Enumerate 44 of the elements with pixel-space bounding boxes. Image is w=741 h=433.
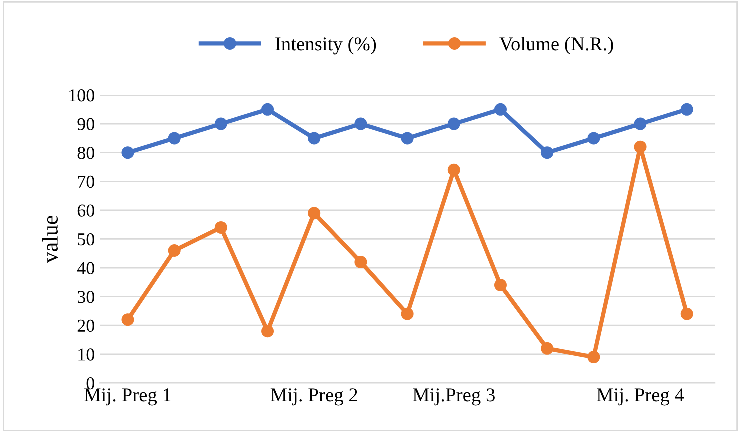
point [214, 221, 228, 234]
y-tick-label: 90 [78, 118, 94, 130]
point [448, 118, 460, 130]
point [262, 325, 274, 338]
y-tick-label: 0 [86, 377, 94, 390]
point [588, 351, 600, 364]
point [168, 132, 181, 145]
y-tick-label: 80 [78, 147, 94, 160]
point [214, 118, 228, 130]
point [448, 164, 460, 176]
legend-label: Intensity (%) [276, 37, 376, 55]
y-axis-title: value [42, 216, 58, 264]
y-tick-label: 40 [77, 262, 94, 274]
point [541, 342, 554, 355]
point [122, 146, 134, 160]
y-tick-label: 30 [78, 291, 94, 304]
point [308, 207, 321, 220]
point [262, 103, 274, 116]
x-tick-label: Mij. Preg 2 [270, 388, 358, 406]
point [308, 132, 321, 145]
x-tick-label: Mij. Preg 1 [84, 388, 171, 406]
point [122, 314, 134, 326]
y-tick-label: 10 [78, 348, 94, 361]
point [680, 308, 694, 320]
point [401, 132, 414, 145]
point [168, 244, 181, 257]
y-tick-label: 20 [78, 320, 94, 332]
point [354, 256, 368, 269]
y-tick-label: 100 [70, 90, 94, 102]
y-tick-label: 50 [78, 233, 94, 246]
point [494, 279, 507, 292]
point [494, 103, 507, 116]
point [634, 140, 647, 154]
point [680, 103, 694, 116]
point [401, 308, 414, 320]
point [541, 146, 554, 160]
x-tick-label: Mij.Preg 3 [413, 388, 495, 406]
point [354, 118, 368, 130]
y-tick-label: 70 [78, 176, 94, 188]
point [634, 118, 647, 130]
point [588, 132, 600, 145]
x-tick-label: Mij. Preg 4 [597, 388, 684, 406]
legend-label: Volume (N.R.) [500, 37, 614, 55]
y-tick-label: 60 [78, 204, 94, 217]
